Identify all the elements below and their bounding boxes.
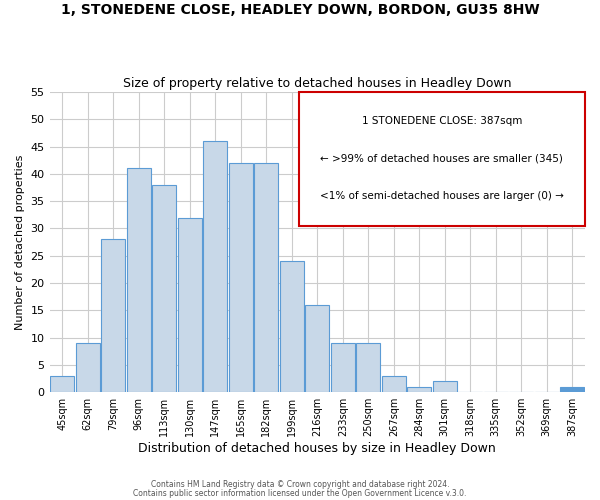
Bar [254,163,278,392]
Bar [229,163,253,392]
Bar [203,141,227,392]
Text: Contains HM Land Registry data © Crown copyright and database right 2024.: Contains HM Land Registry data © Crown c… [151,480,449,489]
Bar [101,240,125,392]
X-axis label: Distribution of detached houses by size in Headley Down: Distribution of detached houses by size … [139,442,496,455]
Y-axis label: Number of detached properties: Number of detached properties [15,154,25,330]
Text: <1% of semi-detached houses are larger (0) →: <1% of semi-detached houses are larger (… [320,191,564,201]
Text: Contains public sector information licensed under the Open Government Licence v.: Contains public sector information licen… [133,488,467,498]
Text: 1, STONEDENE CLOSE, HEADLEY DOWN, BORDON, GU35 8HW: 1, STONEDENE CLOSE, HEADLEY DOWN, BORDON… [61,2,539,16]
Bar [560,387,584,392]
Text: 1 STONEDENE CLOSE: 387sqm: 1 STONEDENE CLOSE: 387sqm [362,116,522,126]
Bar [76,343,100,392]
Title: Size of property relative to detached houses in Headley Down: Size of property relative to detached ho… [123,76,512,90]
Bar [280,261,304,392]
Bar [305,305,329,392]
Bar [50,376,74,392]
Bar [152,185,176,392]
Bar [407,387,431,392]
Text: ← >99% of detached houses are smaller (345): ← >99% of detached houses are smaller (3… [320,154,563,164]
Bar [382,376,406,392]
Bar [178,218,202,392]
Bar [331,343,355,392]
Bar [356,343,380,392]
FancyBboxPatch shape [299,92,585,226]
Bar [127,168,151,392]
Bar [433,382,457,392]
